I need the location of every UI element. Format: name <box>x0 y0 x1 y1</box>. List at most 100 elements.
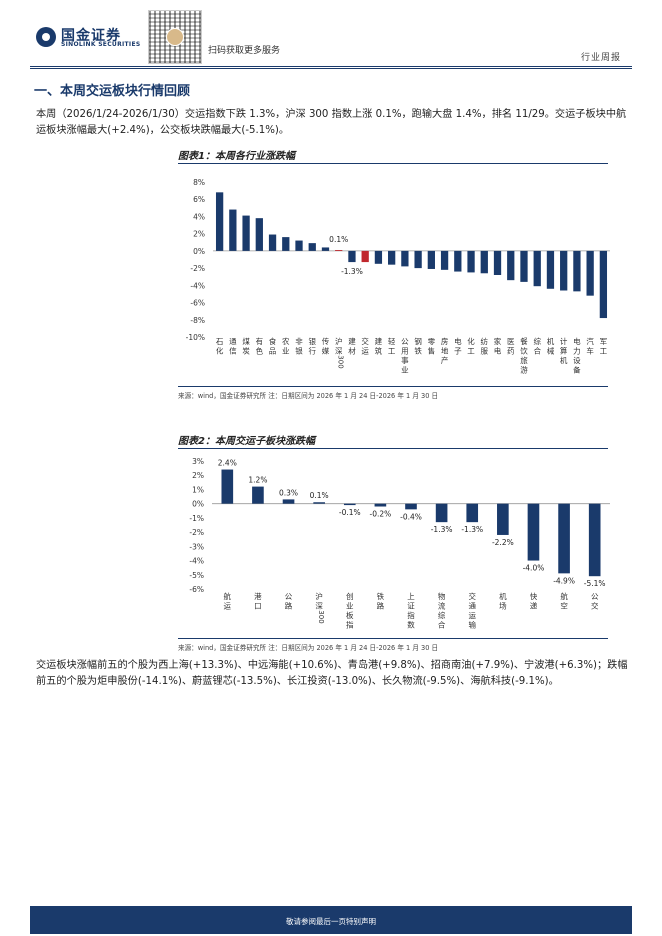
bar-家电 <box>493 250 502 275</box>
category-label: 旅 <box>520 355 528 365</box>
category-label: 电 <box>454 336 462 346</box>
bar-物流综合 <box>435 503 448 523</box>
y-tick-label: 2% <box>193 230 205 239</box>
data-label: 0.1% <box>310 491 329 500</box>
category-label: 筑 <box>375 346 383 356</box>
category-label: 轻 <box>388 336 396 346</box>
category-label: 合 <box>533 346 541 356</box>
category-label: 递 <box>530 601 538 611</box>
category-label: 交 <box>591 601 599 611</box>
bar-沪深300 <box>313 502 325 504</box>
bar-汽车 <box>586 250 594 296</box>
category-label: 深 <box>315 602 323 611</box>
category-label: 银 <box>309 337 317 346</box>
category-label: 交 <box>361 336 369 346</box>
bar-医药 <box>507 250 515 281</box>
bar-非银 <box>295 240 303 251</box>
category-label: 非 <box>295 336 303 346</box>
category-label: 算 <box>560 346 568 356</box>
data-label: 0.3% <box>279 488 298 497</box>
header-divider <box>30 66 632 67</box>
category-label: 行 <box>309 346 317 356</box>
category-label: 建 <box>375 336 383 346</box>
category-label: 板 <box>346 610 354 620</box>
category-label: 子 <box>454 347 462 356</box>
y-tick-label: -4% <box>189 557 204 566</box>
bar-化工 <box>467 250 475 273</box>
y-tick-label: -3% <box>189 542 204 551</box>
category-label: 银 <box>295 347 303 356</box>
bar-农业 <box>282 237 290 251</box>
bar-食品 <box>268 234 277 251</box>
category-label: 用 <box>401 347 409 356</box>
category-label: 零 <box>428 337 436 346</box>
category-label: 力 <box>573 346 581 356</box>
category-label: 建 <box>348 336 356 346</box>
category-label: 化 <box>216 346 224 356</box>
bar-快递 <box>527 503 540 561</box>
category-label: 合 <box>438 620 446 630</box>
category-label: 医 <box>507 337 515 346</box>
category-label: 信 <box>229 346 237 356</box>
header-divider-thin <box>30 68 632 69</box>
y-tick-label: -2% <box>190 264 205 273</box>
category-label: 交 <box>468 591 476 601</box>
category-label: 通 <box>229 336 237 346</box>
bar-机场 <box>497 503 509 535</box>
category-label: 械 <box>547 346 555 356</box>
category-label: 创 <box>346 591 354 601</box>
category-label: 深 <box>335 347 343 356</box>
bar-创业板指 <box>343 503 356 506</box>
footer-bar <box>30 906 632 934</box>
category-label: 公 <box>285 592 293 601</box>
category-label: 航 <box>560 591 568 601</box>
data-label: -2.2% <box>492 538 514 547</box>
y-tick-label: -1% <box>189 514 204 523</box>
section-title: 一、本周交运板块行情回顾 <box>34 84 191 99</box>
bar-银行 <box>308 243 316 251</box>
page-number: 4 <box>640 916 646 926</box>
data-label: -4.9% <box>553 576 575 585</box>
category-label: 备 <box>573 365 581 375</box>
y-tick-label: 0% <box>192 500 204 509</box>
category-label: 家 <box>494 336 502 346</box>
bar-公路 <box>282 499 295 504</box>
document-type: 行业周报 <box>581 53 622 63</box>
top-stocks-paragraph: 交运板块涨幅前五的个股为西上海(+13.3%)、中远海能(+10.6%)、青岛港… <box>36 660 628 687</box>
brand-name-en: SINOLINK SECURITIES <box>61 41 141 48</box>
bar-建筑 <box>374 250 383 264</box>
category-label: 运 <box>224 602 232 611</box>
category-label: 色 <box>256 346 264 356</box>
data-label: -0.1% <box>339 508 361 517</box>
category-label: 证 <box>407 602 415 611</box>
category-label: 游 <box>520 365 528 375</box>
figure1-top-rule <box>178 163 608 164</box>
figure2-source: 来源：wind，国金证券研究所 注：日期区间为 2026 年 1 月 24 日-… <box>178 644 439 652</box>
data-label: -0.4% <box>400 512 422 521</box>
figure1-bottom-rule <box>178 386 608 387</box>
data-label: 1.2% <box>248 476 267 485</box>
bar-钢铁 <box>414 250 422 269</box>
category-label: 饮 <box>520 346 528 356</box>
brand-name: 国金证券 <box>61 28 121 44</box>
bar-通信 <box>229 209 237 251</box>
y-tick-label: 8% <box>193 178 205 187</box>
category-label: 计 <box>560 336 568 346</box>
bar-上证指数 <box>405 503 417 510</box>
bar-零售 <box>427 250 435 269</box>
category-label: 工 <box>467 347 475 356</box>
bar-公交 <box>588 503 601 577</box>
category-label: 300 <box>317 610 325 623</box>
category-label: 指 <box>346 620 354 630</box>
industry-change-chart: 8%6%4%2%0%-2%-4%-6%-8%-10% 石化通信煤炭有色食品农业非银… <box>186 178 610 375</box>
y-tick-label: 3% <box>192 457 204 466</box>
footer-disclaimer[interactable]: 敬请参阅最后一页特别声明 <box>286 917 376 926</box>
category-label: 铁 <box>377 591 385 601</box>
y-tick-label: 2% <box>192 471 204 480</box>
bar-有色 <box>255 218 263 251</box>
y-tick-label: -6% <box>190 299 205 308</box>
category-label: 工 <box>388 347 396 356</box>
figure2-bottom-rule <box>178 638 608 639</box>
data-label: -1.3% <box>341 267 363 276</box>
data-label: -1.3% <box>461 525 483 534</box>
